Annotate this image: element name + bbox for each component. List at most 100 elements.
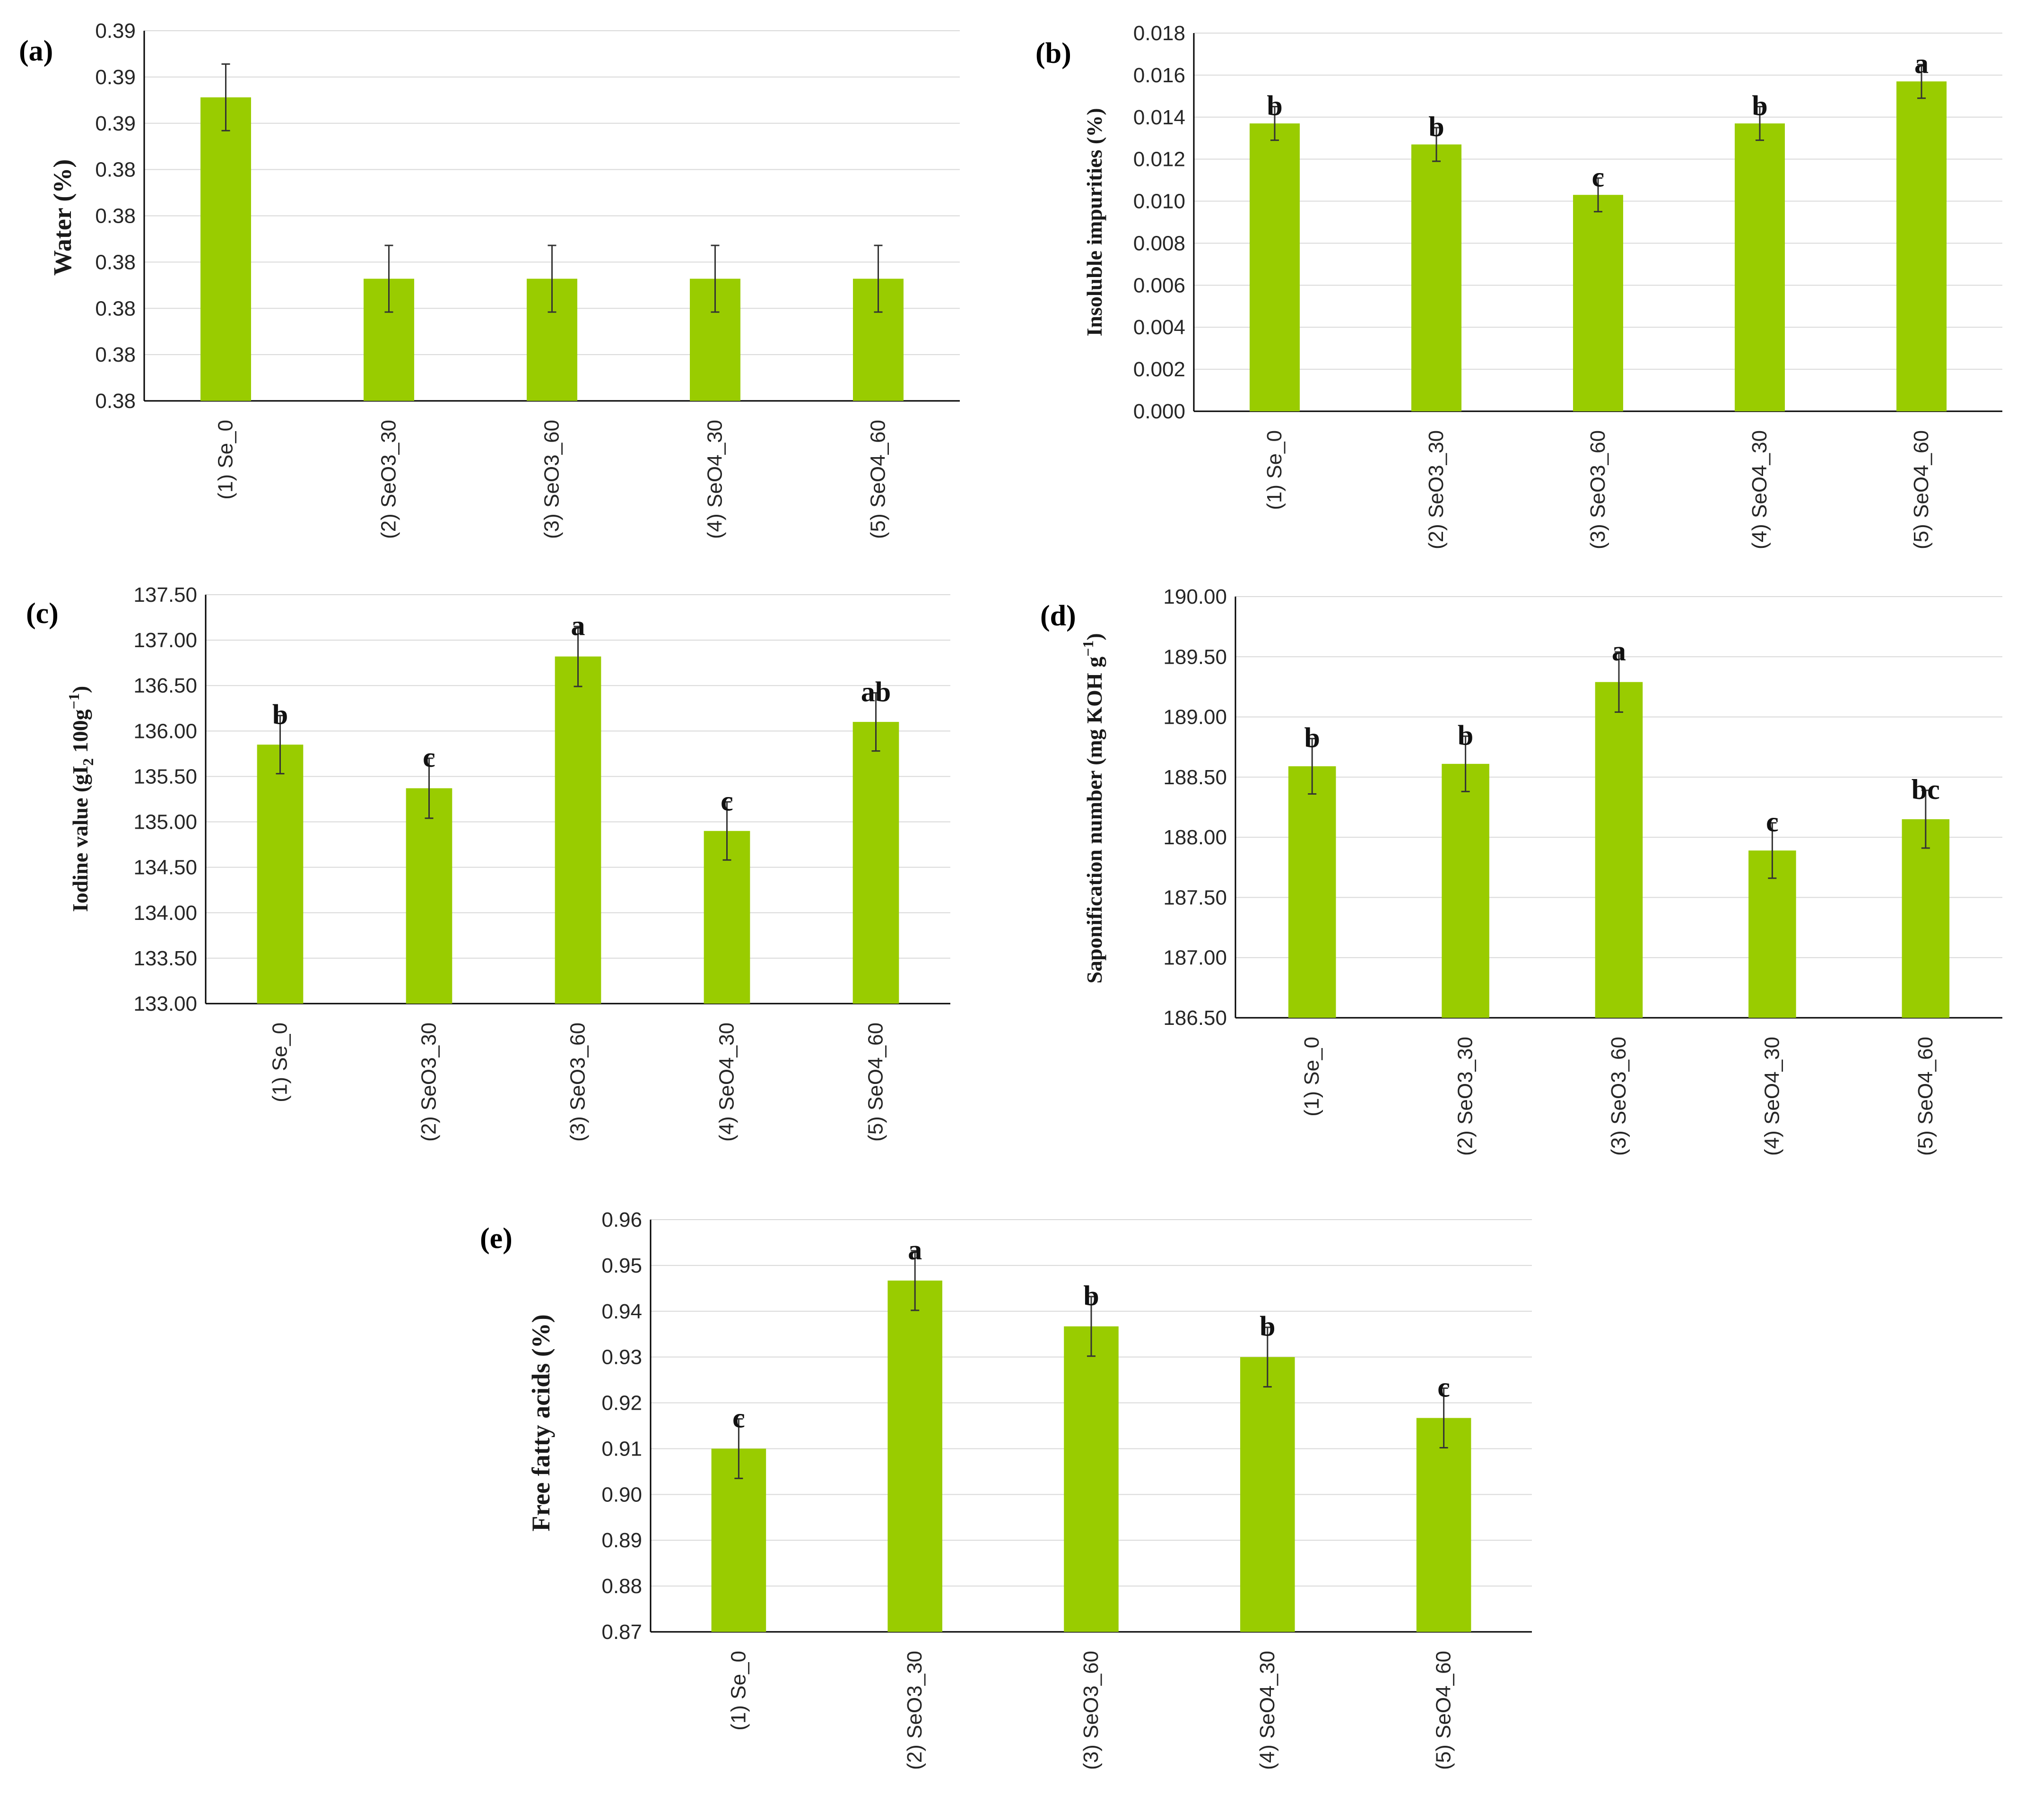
y-tick-label: 0.38: [95, 390, 136, 413]
panel-label: (a): [19, 35, 53, 67]
significance-letter: b: [272, 699, 288, 730]
y-tick-label: 0.018: [1133, 22, 1185, 45]
x-category-label: (3) SeO3_60: [540, 420, 564, 539]
y-tick-label: 187.50: [1163, 886, 1227, 909]
y-tick-label: 0.89: [601, 1529, 642, 1552]
significance-letter: b: [1428, 111, 1444, 142]
y-axis-title-part: −1: [65, 693, 82, 709]
bar: [1249, 123, 1300, 412]
bar: [1896, 81, 1947, 411]
y-tick-label: 188.00: [1163, 826, 1227, 849]
x-category-label: (1) Se_0: [214, 420, 237, 500]
bar: [1411, 144, 1462, 411]
bar: [1902, 819, 1950, 1018]
y-tick-label: 0.016: [1133, 64, 1185, 87]
y-axis-title-part: 2: [79, 758, 96, 766]
y-tick-label: 0.000: [1133, 400, 1185, 423]
x-category-label: (5) SeO4_60: [1914, 1037, 1937, 1156]
significance-letter: c: [1437, 1372, 1450, 1403]
y-tick-label: 0.014: [1133, 106, 1185, 129]
x-category-label: (1) Se_0: [1300, 1037, 1323, 1117]
bar: [1595, 682, 1643, 1018]
y-tick-label: 190.00: [1163, 585, 1227, 608]
y-axis-title: Free fatty acids (%): [527, 1314, 555, 1531]
y-axis-title-part: Free fatty acids (%): [527, 1314, 555, 1531]
y-tick-label: 0.38: [95, 205, 136, 228]
y-tick-label: 0.012: [1133, 148, 1185, 171]
x-category-label: (5) SeO4_60: [864, 1023, 887, 1142]
y-tick-label: 0.94: [601, 1300, 642, 1323]
significance-letter: a: [1914, 48, 1929, 79]
x-category-label: (2) SeO3_30: [1425, 430, 1448, 549]
y-tick-label: 134.00: [133, 901, 197, 925]
x-category-label: (3) SeO3_60: [1586, 430, 1609, 549]
bar: [200, 97, 251, 401]
bar: [1064, 1326, 1119, 1632]
y-tick-label: 0.39: [95, 112, 136, 135]
bar: [555, 656, 601, 1004]
bar: [1734, 123, 1785, 412]
y-tick-label: 0.004: [1133, 316, 1185, 339]
y-tick-label: 0.95: [601, 1254, 642, 1277]
bar: [1240, 1357, 1295, 1632]
bar: [257, 745, 304, 1004]
bar: [1573, 195, 1624, 411]
significance-letter: b: [1304, 722, 1320, 753]
y-tick-label: 186.50: [1163, 1006, 1227, 1030]
significance-letter: c: [721, 785, 733, 816]
chart-panel-2: 133.00 133.50 134.00 134.50 135.00 135.50 136.…: [26, 583, 950, 1142]
significance-letter: ab: [861, 676, 891, 708]
y-tick-label: 137.50: [133, 583, 197, 607]
bar: [1288, 766, 1336, 1018]
x-category-label: (1) Se_0: [1263, 430, 1286, 510]
x-category-label: (3) SeO3_60: [1607, 1037, 1630, 1156]
bar: [711, 1448, 766, 1632]
y-tick-label: 134.50: [133, 856, 197, 879]
bar: [406, 788, 452, 1004]
significance-letter: c: [1766, 806, 1779, 838]
significance-letter: b: [1260, 1311, 1275, 1342]
y-tick-label: 0.006: [1133, 274, 1185, 297]
significance-letter: b: [1458, 719, 1473, 751]
y-axis-title-part: ): [1082, 633, 1106, 640]
y-tick-label: 135.00: [133, 811, 197, 834]
panel-label: (e): [480, 1222, 513, 1255]
significance-letter: b: [1267, 90, 1282, 121]
bar: [887, 1280, 942, 1632]
y-tick-label: 0.38: [95, 251, 136, 274]
x-category-label: (1) Se_0: [727, 1651, 750, 1731]
panel-label: (d): [1040, 600, 1076, 632]
y-tick-label: 0.39: [95, 19, 136, 43]
y-tick-label: 136.50: [133, 674, 197, 697]
x-category-label: (4) SeO4_30: [1256, 1651, 1279, 1770]
panel-label: (b): [1035, 37, 1071, 69]
significance-letter: b: [1083, 1280, 1099, 1311]
significance-letter: c: [732, 1402, 745, 1433]
y-tick-label: 133.50: [133, 947, 197, 970]
x-category-label: (2) SeO3_30: [377, 420, 400, 539]
significance-letter: b: [1752, 90, 1767, 121]
y-tick-label: 0.38: [95, 158, 136, 182]
y-tick-label: 0.002: [1133, 358, 1185, 381]
y-tick-label: 0.88: [601, 1575, 642, 1598]
y-axis-title-part: ): [68, 686, 92, 693]
x-category-label: (3) SeO3_60: [1079, 1651, 1103, 1770]
x-category-label: (5) SeO4_60: [1910, 430, 1933, 549]
y-tick-label: 0.96: [601, 1208, 642, 1231]
y-axis-title: Saponification number (mg KOH g−1): [1079, 633, 1106, 983]
y-axis-title-part: Saponification number (mg KOH g: [1082, 657, 1106, 984]
y-axis-title-part: Water (%): [48, 159, 77, 276]
x-category-label: (4) SeO4_30: [1748, 430, 1771, 549]
y-tick-label: 0.38: [95, 343, 136, 366]
significance-letter: c: [423, 742, 435, 773]
significance-letter: bc: [1912, 774, 1940, 805]
y-tick-label: 0.91: [601, 1437, 642, 1460]
x-category-label: (4) SeO4_30: [715, 1023, 739, 1142]
y-tick-label: 136.00: [133, 719, 197, 743]
y-axis-title: Water (%): [48, 159, 77, 276]
y-axis-title: Iodine value (gI2 100g−1): [65, 686, 96, 912]
chart-panel-0: 0.38 0.38 0.38 0.38 0.38 0.38 0.39 0.39 0.39 (1) …: [19, 19, 960, 539]
significance-letter: a: [908, 1234, 922, 1265]
y-axis-title-part: Insoluble impurities (%): [1082, 108, 1106, 336]
